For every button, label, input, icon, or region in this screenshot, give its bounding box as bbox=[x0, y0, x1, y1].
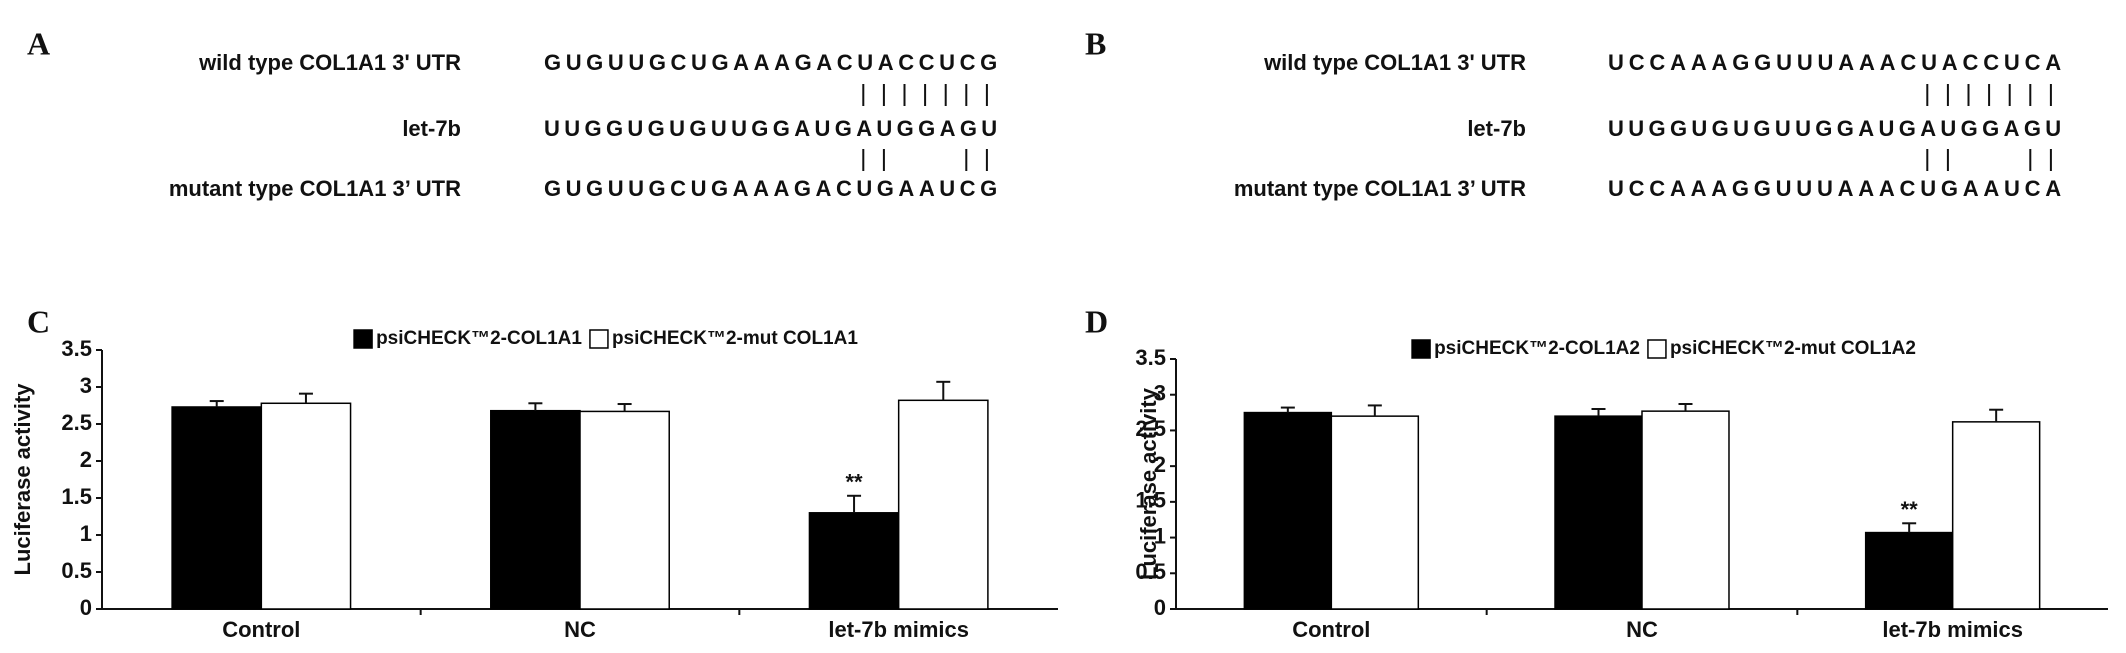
y-tick-label: 3 bbox=[80, 373, 92, 398]
annotation: ** bbox=[845, 470, 863, 495]
x-tick-label: let-7b mimics bbox=[1882, 617, 2023, 642]
y-tick-label: 2.5 bbox=[1135, 416, 1166, 441]
y-tick-label: 1.5 bbox=[61, 484, 92, 509]
legend-swatch bbox=[1411, 339, 1431, 359]
y-axis-label: Luciferase activity bbox=[1136, 387, 1161, 580]
x-tick-label: NC bbox=[564, 617, 596, 642]
y-axis-label: Luciferase activity bbox=[10, 383, 35, 576]
legend-swatch bbox=[589, 329, 609, 349]
y-tick-label: 0.5 bbox=[1135, 559, 1166, 584]
bar bbox=[897, 399, 989, 610]
legend-swatch bbox=[1647, 339, 1667, 359]
x-tick-label: NC bbox=[1626, 617, 1658, 642]
bar bbox=[808, 512, 900, 610]
bar bbox=[1330, 415, 1420, 610]
sequence: GUGUUGCUGAAAGACUGAAUCG bbox=[544, 176, 997, 201]
sequence-name: wild type COL1A1 3' UTR bbox=[1263, 50, 1526, 75]
x-tick-label: Control bbox=[1292, 617, 1370, 642]
y-tick-label: 0.5 bbox=[61, 558, 92, 583]
bar bbox=[1554, 415, 1643, 610]
y-tick-label: 3.5 bbox=[61, 336, 92, 361]
bar bbox=[490, 409, 581, 610]
legend: psiCHECK™2-COL1A1 psiCHECK™2-mut COL1A1 bbox=[353, 328, 858, 349]
annotation: ** bbox=[1901, 497, 1919, 522]
bar bbox=[171, 406, 263, 610]
bar bbox=[579, 410, 670, 610]
sequence-name: let-7b bbox=[1467, 116, 1526, 141]
y-tick-label: 0 bbox=[80, 595, 92, 620]
bar bbox=[1951, 421, 2041, 610]
bar bbox=[260, 402, 352, 610]
legend-label: psiCHECK™2-COL1A2 bbox=[1434, 338, 1640, 359]
y-tick-label: 1 bbox=[1154, 523, 1166, 548]
bar bbox=[1864, 531, 1954, 610]
panel-label: B bbox=[1085, 25, 1106, 61]
x-tick-label: let-7b mimics bbox=[828, 617, 969, 642]
legend-swatch bbox=[353, 329, 373, 349]
panel-label: D bbox=[1085, 303, 1108, 339]
sequence-name: let-7b bbox=[402, 116, 461, 141]
bar bbox=[1641, 410, 1730, 610]
y-tick-label: 3 bbox=[1154, 381, 1166, 406]
sequence-name: wild type COL1A1 3' UTR bbox=[198, 50, 461, 75]
y-tick-label: 2.5 bbox=[61, 410, 92, 435]
legend-label: psiCHECK™2-COL1A1 bbox=[376, 328, 582, 349]
panel-label: C bbox=[27, 303, 50, 339]
y-tick-label: 1.5 bbox=[1135, 488, 1166, 513]
sequence: UUGGUGUGUUGGAUGAUGGAGU bbox=[544, 116, 997, 141]
legend-label: psiCHECK™2-mut COL1A1 bbox=[612, 328, 858, 349]
sequence-name: mutant type COL1A1 3’ UTR bbox=[169, 176, 461, 201]
sequence: GUGUUGCUGAAAGACUACCUCG bbox=[544, 50, 997, 75]
y-tick-label: 2 bbox=[80, 447, 92, 472]
sequence: UCCAAAGGUUUAAACUGAAUCA bbox=[1608, 176, 2061, 201]
y-tick-label: 1 bbox=[80, 521, 92, 546]
x-tick-label: Control bbox=[222, 617, 300, 642]
panel-label: A bbox=[27, 25, 50, 61]
sequence: UUGGUGUGUUGGAUGAUGGAGU bbox=[1608, 116, 2061, 141]
sequence: UCCAAAGGUUUAAACUACCUCA bbox=[1608, 50, 2061, 75]
legend-label: psiCHECK™2-mut COL1A2 bbox=[1670, 338, 1916, 359]
bar bbox=[1243, 411, 1333, 610]
sequence-name: mutant type COL1A1 3’ UTR bbox=[1234, 176, 1526, 201]
y-tick-label: 0 bbox=[1154, 595, 1166, 620]
y-tick-label: 2 bbox=[1154, 452, 1166, 477]
legend: psiCHECK™2-COL1A2 psiCHECK™2-mut COL1A2 bbox=[1411, 338, 1916, 359]
y-tick-label: 3.5 bbox=[1135, 345, 1166, 370]
